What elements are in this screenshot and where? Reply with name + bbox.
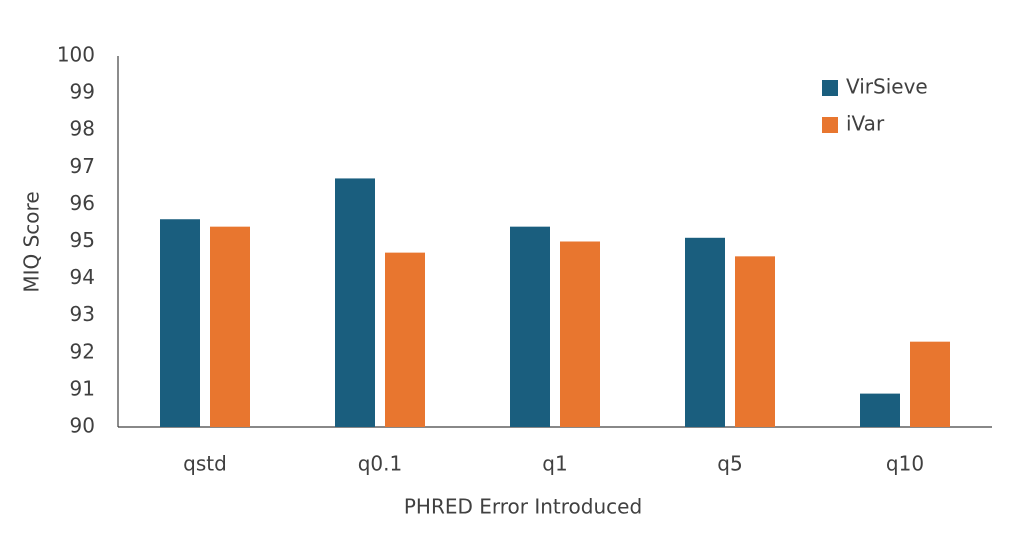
bar [385,252,425,427]
y-tick-label: 100 [57,43,95,67]
legend-label: VirSieve [846,75,928,99]
y-tick-label: 90 [70,414,95,438]
y-axis-label: MIQ Score [20,191,44,292]
bar [335,178,375,427]
bar [685,237,725,427]
bar [735,256,775,427]
y-tick-label: 97 [70,154,95,178]
x-tick-label: q10 [886,452,924,476]
bar [860,393,900,427]
x-tick-label: q1 [542,452,567,476]
bar [910,341,950,427]
bar [160,219,200,427]
y-tick-label: 99 [70,80,95,104]
y-tick-label: 98 [70,117,95,141]
bar [560,241,600,427]
bar [210,226,250,427]
x-tick-label: qstd [183,452,227,476]
y-tick-label: 93 [70,302,95,326]
x-axis-label: PHRED Error Introduced [404,495,642,519]
y-tick-label: 96 [70,191,95,215]
legend-label: iVar [846,112,885,136]
y-tick-label: 94 [70,265,95,289]
y-tick-label: 91 [70,376,95,400]
legend-swatch [822,80,838,96]
bar [510,226,550,427]
y-tick-label: 92 [70,339,95,363]
legend-swatch [822,117,838,133]
x-tick-label: q5 [717,452,742,476]
x-tick-label: q0.1 [358,452,403,476]
y-tick-label: 95 [70,228,95,252]
